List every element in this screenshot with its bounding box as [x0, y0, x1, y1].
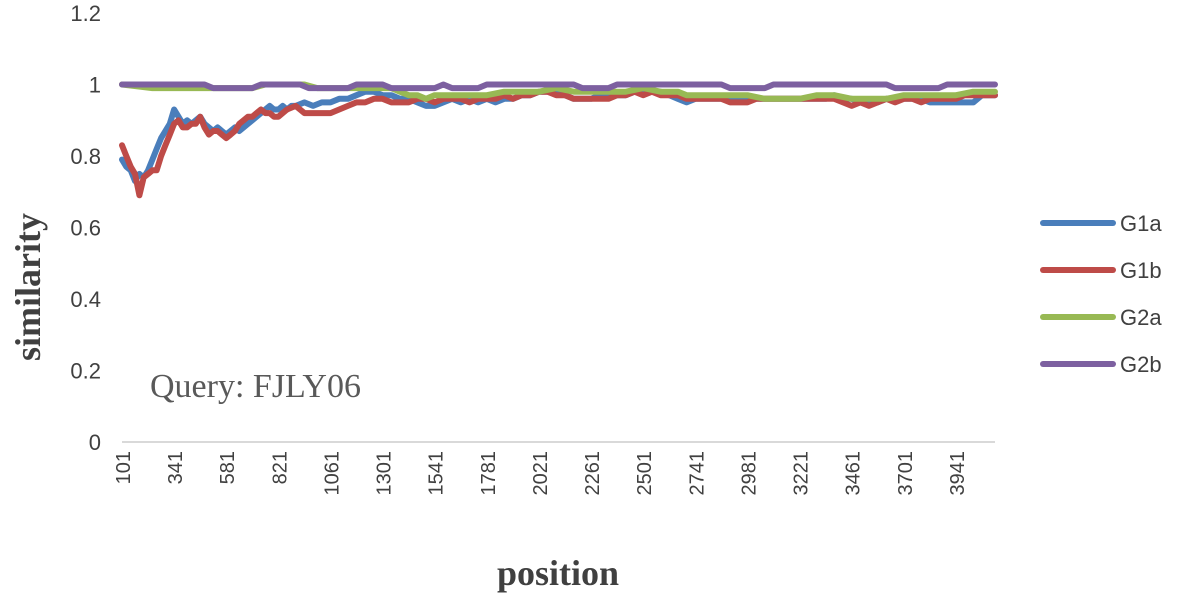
x-tick-label: 2021	[530, 451, 552, 496]
x-axis-title: position	[497, 553, 619, 593]
series-line-g2b	[119, 81, 998, 92]
y-tick-label: 1	[89, 73, 101, 98]
legend-label-g2a: G2a	[1120, 305, 1162, 330]
x-tick-label: 821	[269, 451, 291, 484]
x-tick-label: 2981	[738, 451, 760, 496]
series-lines	[119, 81, 998, 199]
x-tick-label: 2261	[582, 451, 604, 496]
x-tick-label: 341	[165, 451, 187, 484]
x-tick-label: 1301	[374, 451, 396, 496]
x-axis-ticks: 101 341 581 821 1061 1301 1541 1781 2021 2261 2501…	[113, 451, 969, 496]
legend-label-g2b: G2b	[1120, 352, 1162, 377]
x-tick-label: 101	[113, 451, 135, 484]
x-tick-label: 2501	[634, 451, 656, 496]
x-tick-label: 1781	[478, 451, 500, 496]
y-tick-label: 0.6	[70, 216, 101, 241]
x-tick-label: 3701	[895, 451, 917, 496]
y-tick-label: 1.2	[70, 1, 101, 26]
x-tick-label: 3461	[843, 451, 865, 496]
y-tick-label: 0.4	[70, 287, 101, 312]
y-axis-ticks: 0 0.2 0.4 0.6 0.8 1 1.2	[70, 1, 101, 455]
x-tick-label: 2741	[686, 451, 708, 496]
x-tick-label: 3221	[791, 451, 813, 496]
x-tick-label: 3941	[947, 451, 969, 496]
y-tick-label: 0	[89, 430, 101, 455]
x-tick-label: 1061	[321, 451, 343, 496]
y-axis-title: similarity	[8, 213, 48, 361]
x-tick-label: 581	[217, 451, 239, 484]
query-annotation: Query: FJLY06	[150, 368, 361, 405]
legend-label-g1a: G1a	[1120, 211, 1162, 236]
x-tick-label: 1541	[426, 451, 448, 496]
legend: G1a G1b G2a G2b	[1040, 211, 1162, 377]
legend-label-g1b: G1b	[1120, 258, 1162, 283]
series-line-g1b	[119, 88, 998, 199]
y-tick-label: 0.2	[70, 359, 101, 384]
y-tick-label: 0.8	[70, 144, 101, 169]
